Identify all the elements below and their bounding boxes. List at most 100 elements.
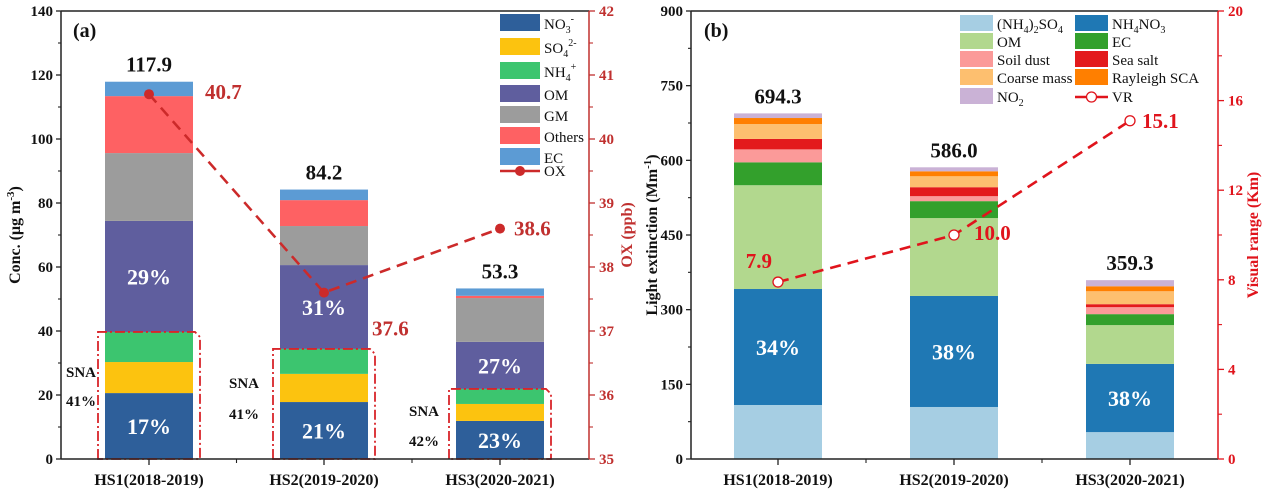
bar-segment-nh4-2so4	[1086, 432, 1174, 459]
y-tick-label: 600	[661, 153, 684, 169]
y2-tick-label: 42	[599, 4, 614, 20]
legend-item-ec: EC	[1075, 33, 1131, 51]
bar-segment-soil-dust	[734, 149, 822, 163]
bar-segment-rayleigh-sca	[734, 118, 822, 124]
bar-segment-others	[456, 295, 544, 299]
legend-label-sea-salt: Sea salt	[1112, 53, 1159, 69]
bar-percent-label: 21%	[302, 419, 346, 444]
bar-segment-others	[280, 200, 368, 227]
y-tick-label: 20	[38, 388, 53, 404]
legend-label-ec: EC	[1112, 35, 1131, 51]
legend-item-vr: VR	[1075, 90, 1133, 106]
bar-segment-nh4no3	[910, 295, 998, 407]
legend-item-nh4: NH4+	[500, 62, 577, 84]
bar-segment-sea-salt	[910, 187, 998, 197]
legend-label-part: EC	[1112, 35, 1131, 51]
y-axis-title-end: )	[7, 186, 24, 191]
legend-label-part: SO	[1039, 17, 1058, 33]
panel-a-bars: 117.9 84.2 53.3 17% 29% 21% 31% 23% 27%	[105, 53, 544, 459]
line-point-label: 38.6	[514, 217, 551, 241]
x-tick-label: HS3(2020-2021)	[445, 472, 554, 489]
y-axis-title-sup: -1	[642, 160, 654, 169]
bar-segment-nh4-2so4	[734, 404, 822, 459]
line-point-label: 10.0	[974, 221, 1011, 245]
bar-percent-label: 34%	[756, 335, 800, 360]
bar-segment-others	[105, 96, 193, 154]
legend-label-base: SO	[544, 41, 563, 57]
legend-label-sub: 2	[1019, 98, 1024, 109]
y-tick-label: 60	[38, 260, 53, 276]
legend-label-gm: GM	[544, 109, 568, 125]
legend-label-part: NO	[1139, 17, 1161, 33]
line-point-ox	[495, 223, 505, 234]
bar-segment-sea-salt	[734, 138, 822, 150]
panel-b-bars: 694.3 586.0 359.3 34% 38% 38%	[734, 84, 1174, 459]
bar-segment-no3	[456, 420, 544, 459]
panel-b-tag: (b)	[704, 20, 728, 42]
panel-a-axes: 0 20 40 60 80 100 120 140 35 36 37 38 39 40 41 42 HS1(20…	[5, 4, 636, 489]
x-tick-label: HS1(2018-2019)	[723, 472, 832, 489]
legend-swatch-no2	[960, 88, 993, 104]
y2-tick-label: 38	[599, 260, 614, 276]
bar-segment-nh4no3	[1086, 363, 1174, 433]
bar-segment-no2	[910, 167, 998, 172]
bar-segment-om	[1086, 325, 1174, 364]
bar-total-label: 694.3	[754, 84, 801, 108]
legend-swatch-others	[500, 127, 540, 144]
sna-percent: 41%	[66, 394, 96, 410]
y2-tick-label: 4	[1228, 362, 1236, 378]
y2-tick-label: 20	[1228, 4, 1243, 20]
y-axis-title-end: )	[644, 154, 661, 159]
y2-tick-label: 35	[599, 452, 614, 468]
y-tick-label: 80	[38, 196, 53, 212]
sna-label: SNA	[409, 404, 439, 420]
legend-item-others: Others	[500, 127, 584, 146]
legend-label-vr: VR	[1112, 90, 1133, 106]
legend-label-part: (NH	[997, 17, 1024, 33]
line-point-label: 15.1	[1142, 109, 1179, 133]
legend-label-ec: EC	[544, 151, 563, 167]
panel-b-chart: 694.3 586.0 359.3 34% 38% 38% 7.9 10.0 15.1 0 15…	[642, 4, 1262, 489]
y2-axis-title: Visual range (Km)	[1245, 172, 1262, 299]
legend-item-sea-salt: Sea salt	[1075, 51, 1159, 69]
legend-label-base: EC	[544, 151, 563, 167]
legend-swatch-soil-dust	[960, 51, 993, 67]
bar-percent-label: 38%	[1108, 386, 1152, 411]
y2-tick-label: 36	[599, 388, 615, 404]
bar-segment-nh4-2so4	[910, 406, 998, 459]
legend-label-sub: 4	[563, 49, 568, 60]
bar-segment-gm	[105, 153, 193, 221]
y-axis-title-base: Conc. (μg m	[7, 200, 24, 284]
line-point-label: 40.7	[205, 80, 242, 104]
bar-segment-ec	[280, 189, 368, 201]
panel-b-axes: 0 150 300 450 600 750 900 0 4 8 12 16 20 HS1(2018-201…	[642, 4, 1262, 489]
bar-percent-label: 17%	[127, 414, 171, 439]
bar-segment-no3	[105, 393, 193, 459]
legend-label-base: OM	[544, 88, 568, 104]
panel-a-tag: (a)	[73, 20, 96, 42]
bar-percent-label: 31%	[302, 295, 346, 320]
bar-segment-nh4	[456, 388, 544, 404]
legend-item-gm: GM	[500, 106, 568, 125]
bar-segment-rayleigh-sca	[910, 171, 998, 177]
bar-segment-om	[456, 341, 544, 389]
legend-label-sub: 4	[1134, 25, 1139, 36]
legend-label-part: Soil dust	[997, 53, 1051, 69]
legend-label-soil-dust: Soil dust	[997, 53, 1051, 69]
legend-item-coarse-mass: Coarse mass	[960, 69, 1073, 87]
y-tick-label: 150	[661, 377, 684, 393]
legend-item-so4-2: SO42-	[500, 38, 577, 60]
y-tick-label: 100	[31, 132, 54, 148]
y-tick-label: 0	[676, 452, 684, 468]
y2-tick-label: 0	[1228, 452, 1236, 468]
legend-label-base: NO	[544, 17, 566, 33]
sna-percent: 41%	[229, 407, 259, 423]
legend-label-sup: 2-	[568, 38, 576, 49]
line-point-ox	[319, 287, 329, 298]
legend-label-ox: OX	[544, 164, 566, 180]
y2-tick-label: 40	[599, 132, 614, 148]
sna-label: SNA	[66, 365, 96, 381]
sna-label: SNA	[229, 376, 259, 392]
bar-segment-ec	[1086, 314, 1174, 326]
